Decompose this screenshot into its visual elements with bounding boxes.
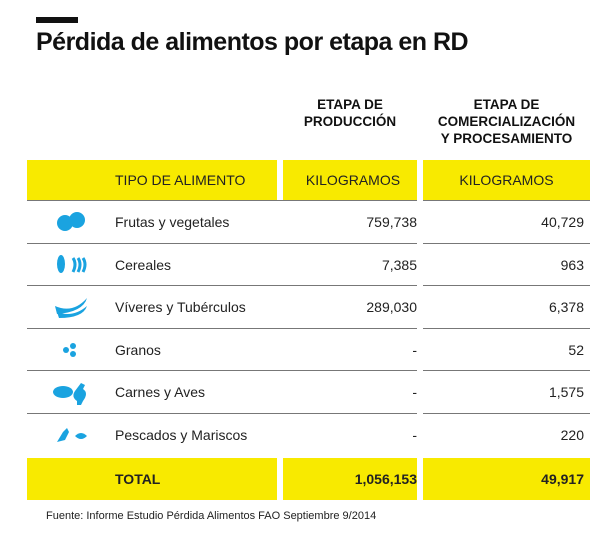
row-divider: [27, 200, 590, 201]
food-type: Carnes y Aves: [115, 384, 206, 400]
production-kg: -: [412, 384, 417, 400]
food-type: Pescados y Mariscos: [115, 426, 248, 443]
food-type: Granos: [115, 341, 161, 358]
commerce-kg: 40,729: [541, 214, 584, 230]
table-row: Cereales 7,385 963: [27, 244, 590, 286]
production-kg: -: [412, 341, 417, 358]
production-kg: 7,385: [381, 256, 417, 273]
commerce-kg: 1,575: [548, 384, 584, 400]
total-row: TOTAL 1,056,153 49,917: [27, 458, 590, 500]
commerce-kg: 963: [560, 256, 584, 273]
total-production: 1,056,153: [354, 471, 417, 487]
title-bar-decoration: [36, 17, 78, 23]
commerce-kg: 52: [568, 341, 584, 358]
column-gap: [277, 458, 283, 500]
production-kg: -: [412, 426, 417, 443]
banana-icon: [55, 298, 87, 318]
row-divider: [27, 242, 590, 244]
orange-icon: [57, 212, 85, 231]
table-row: Pescados y Mariscos - 220: [27, 414, 590, 456]
food-type: Cereales: [115, 256, 172, 273]
commerce-kg: 220: [560, 426, 584, 443]
commerce-kg: 6,378: [548, 299, 584, 315]
corn-wheat-icon: [57, 254, 87, 273]
row-divider: [27, 370, 590, 371]
meat-chicken-icon: [53, 383, 86, 405]
table-row: Granos - 52: [27, 329, 590, 371]
production-kg: 759,738: [366, 214, 417, 230]
lobster-fish-icon: [57, 427, 87, 442]
header-type: TIPO DE ALIMENTO: [115, 172, 246, 188]
page-title: Pérdida de alimentos por etapa en RD: [36, 28, 469, 56]
total-label: TOTAL: [115, 471, 161, 487]
column-gap: [417, 160, 423, 500]
source-note: Fuente: Informe Estudio Pérdida Alimento…: [46, 510, 377, 522]
column-heading-production: ETAPA DE PRODUCCIÓN: [303, 97, 397, 129]
table-row: Frutas y vegetales 759,738 40,729: [27, 201, 590, 243]
total-commerce: 49,917: [541, 471, 584, 487]
row-divider: [27, 285, 590, 286]
row-divider: [27, 327, 590, 329]
beans-icon: [63, 342, 76, 357]
food-type: Víveres y Tubérculos: [115, 299, 246, 315]
production-kg: 289,030: [366, 299, 417, 315]
table-row: Carnes y Aves - 1,575: [27, 371, 590, 413]
header-kg-production: KILOGRAMOS: [305, 172, 401, 188]
food-type: Frutas y vegetales: [115, 214, 230, 230]
column-gap: [277, 160, 283, 200]
header-kg-commerce: KILOGRAMOS: [459, 172, 554, 188]
row-divider: [27, 412, 590, 414]
table-row: Víveres y Tubérculos 289,030 6,378: [27, 286, 590, 328]
column-heading-commerce: ETAPA DE COMERCIALIZACIÓN Y PROCESAMIENT…: [437, 97, 576, 146]
table-header-row: TIPO DE ALIMENTO KILOGRAMOS KILOGRAMOS: [27, 160, 590, 200]
